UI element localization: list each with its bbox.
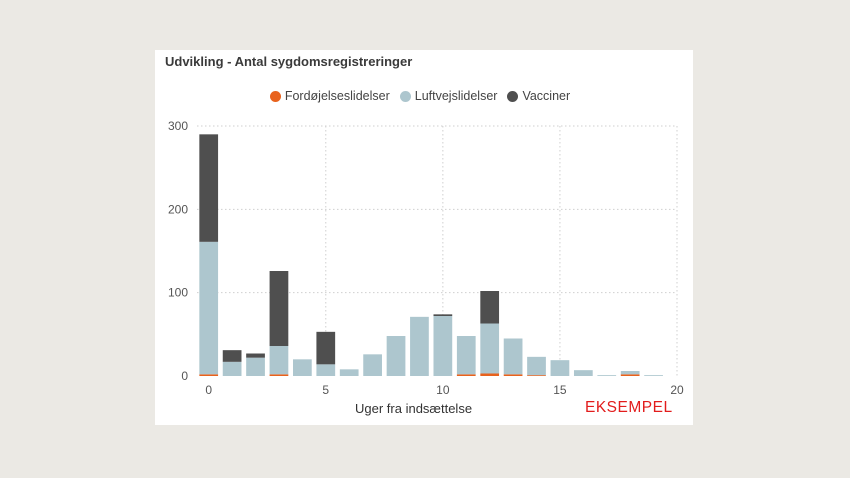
bar-luftvej-10: [433, 316, 453, 376]
bar-vacciner-10: [433, 314, 453, 316]
watermark: EKSEMPEL: [585, 399, 673, 416]
bar-luftvej-6: [339, 369, 359, 376]
bar-luftvej-17: [597, 375, 617, 376]
legend-label-0: Fordøjelseslidelser: [284, 89, 390, 103]
legend-marker-2: [507, 90, 519, 102]
bar-luftvej-0: [199, 241, 219, 375]
legend-label-1: Luftvejslidelser: [414, 89, 498, 103]
x-tick-label-3: 15: [553, 383, 567, 397]
legend-label-2: Vacciner: [522, 89, 571, 103]
bar-fordoejelse-11: [456, 374, 476, 376]
bar-luftvej-3: [269, 346, 289, 375]
legend-item-0[interactable]: Fordøjelseslidelser: [269, 89, 390, 103]
bar-luftvej-18: [620, 371, 640, 375]
bar-luftvej-9: [410, 316, 429, 376]
bar-fordoejelse-3: [269, 374, 289, 376]
x-tick-label-4: 20: [670, 383, 684, 397]
y-tick-label-1: 100: [168, 286, 188, 300]
chart-legend: Fordøjelseslidelser Luftvejslidelser Vacci…: [155, 89, 685, 103]
bar-luftvej-12: [480, 323, 500, 374]
bar-vacciner-5: [316, 331, 336, 365]
bar-luftvej-11: [456, 336, 476, 375]
bar-fordoejelse-13: [503, 374, 523, 376]
bar-fordoejelse-18: [620, 374, 640, 376]
bar-luftvej-14: [527, 356, 546, 376]
bar-luftvej-4: [293, 359, 312, 376]
x-tick-label-2: 10: [436, 383, 450, 397]
bar-fordoejelse-0: [199, 374, 219, 376]
y-tick-label-0: 0: [181, 369, 188, 383]
chart-card: Udvikling - Antal sygdomsregistreringer …: [155, 50, 693, 425]
x-tick-label-1: 5: [322, 383, 329, 397]
bar-luftvej-5: [316, 364, 336, 376]
bar-luftvej-7: [363, 354, 382, 376]
bar-fordoejelse-12: [480, 373, 500, 376]
bar-luftvej-19: [644, 375, 663, 376]
chart-plot: 0 100 200 300 0 5 10 15 20: [168, 119, 684, 397]
y-tick-label-2: 200: [168, 202, 188, 216]
legend-item-2[interactable]: Vacciner: [507, 89, 570, 103]
chart-title: Udvikling - Antal sygdomsregistreringer: [165, 54, 413, 69]
bar-vacciner-1: [222, 350, 242, 362]
legend-marker-0: [269, 90, 281, 102]
legend-marker-1: [399, 90, 411, 102]
bar-vacciner-3: [269, 271, 289, 346]
x-tick-label-0: 0: [205, 383, 212, 397]
y-tick-label-3: 300: [168, 119, 188, 133]
legend-item-1[interactable]: Luftvejslidelser: [399, 89, 498, 103]
bar-luftvej-8: [386, 336, 406, 376]
bar-luftvej-13: [503, 338, 523, 375]
bar-luftvej-16: [573, 370, 593, 376]
bar-vacciner-2: [246, 353, 265, 358]
bar-luftvej-1: [222, 361, 242, 376]
bar-luftvej-15: [550, 360, 570, 376]
bar-vacciner-12: [480, 291, 500, 324]
bar-luftvej-2: [246, 357, 265, 376]
bar-fordoejelse-14: [527, 375, 546, 376]
x-axis-label: Uger fra indsættelse: [355, 401, 473, 416]
bar-vacciner-0: [199, 134, 219, 242]
